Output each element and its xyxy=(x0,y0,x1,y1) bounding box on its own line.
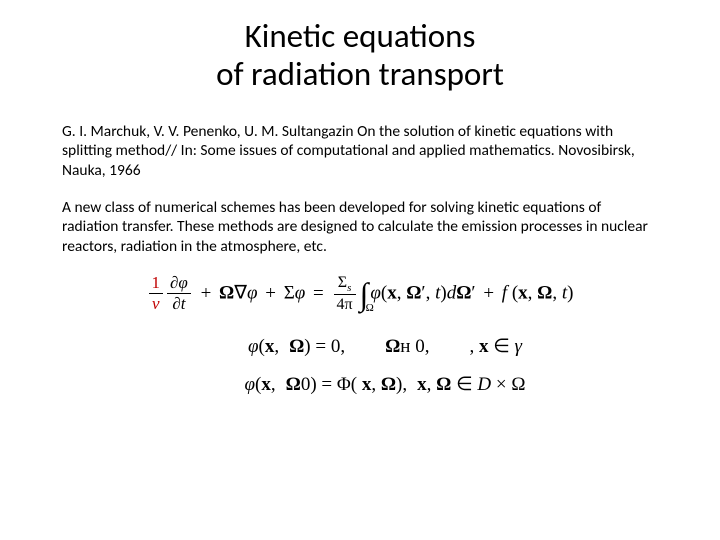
frac-dphi-dt: ∂φ ∂t xyxy=(167,274,191,314)
citation-authors: G. I. Marchuk, V. V. Penenko, U. M. Sult… xyxy=(62,122,354,141)
equations-block: 1 v ∂φ ∂t + Ω∇φ + Σφ = Σs 4π ∫Ωφ(x, Ω′, … xyxy=(60,274,660,403)
description-block: A new class of numerical schemes has bee… xyxy=(60,198,660,256)
integrand: φ(x, Ω′, t)dΩ′ xyxy=(370,283,475,304)
source-term: f (x, Ω, t) xyxy=(502,283,574,304)
citation-block: G. I. Marchuk, V. V. Penenko, U. M. Sult… xyxy=(60,122,660,180)
title-line-1: Kinetic equations xyxy=(245,16,476,56)
title-line-2: of radiation transport xyxy=(216,54,504,94)
omega-grad-phi: Ω∇φ xyxy=(219,283,257,304)
frac-1-over-v: 1 v xyxy=(149,274,164,314)
sigma-phi: Σφ xyxy=(284,283,306,304)
boundary-conditions: φ(x,Ω) = 0,Ωн 0,, x ∈ γ φ(x,Ω0) = Φ( x, … xyxy=(150,329,620,403)
frac-sigma-4pi: Σs 4π xyxy=(334,274,356,314)
condition-1: φ(x,Ω) = 0,Ωн 0,, x ∈ γ xyxy=(150,329,620,365)
main-equation: 1 v ∂φ ∂t + Ω∇φ + Σφ = Σs 4π ∫Ωφ(x, Ω′, … xyxy=(147,274,574,314)
slide-title: Kinetic equations of radiation transport xyxy=(90,18,630,94)
condition-2: φ(x,Ω0) = Φ( x, Ω),x, Ω ∈ D × Ω xyxy=(150,367,620,403)
integral-sign: ∫Ω xyxy=(360,282,369,308)
